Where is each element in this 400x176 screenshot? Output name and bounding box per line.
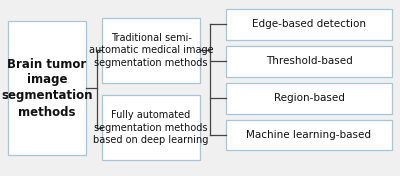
Text: Region-based: Region-based: [274, 93, 344, 103]
FancyBboxPatch shape: [226, 83, 392, 114]
FancyBboxPatch shape: [8, 21, 86, 155]
FancyBboxPatch shape: [102, 18, 200, 83]
Text: Machine learning-based: Machine learning-based: [246, 130, 372, 140]
FancyBboxPatch shape: [226, 9, 392, 40]
FancyBboxPatch shape: [226, 120, 392, 150]
Text: Fully automated
segmentation methods
based on deep learning: Fully automated segmentation methods bas…: [93, 110, 209, 145]
Text: Edge-based detection: Edge-based detection: [252, 19, 366, 29]
FancyBboxPatch shape: [226, 46, 392, 77]
Text: Traditional semi-
automatic medical image
segmentation methods: Traditional semi- automatic medical imag…: [89, 33, 213, 68]
FancyBboxPatch shape: [102, 95, 200, 160]
Text: Threshold-based: Threshold-based: [266, 56, 352, 66]
Text: Brain tumor
image
segmentation
methods: Brain tumor image segmentation methods: [1, 58, 93, 118]
